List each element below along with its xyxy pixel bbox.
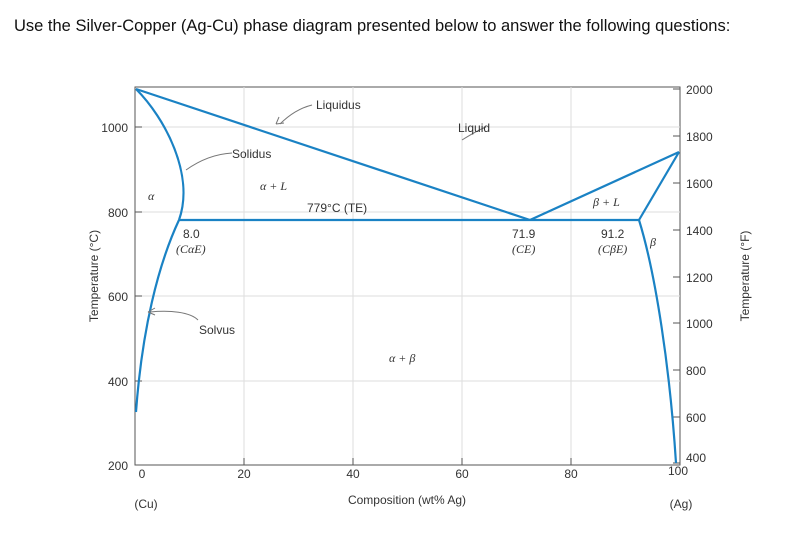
left-axis-title: Temperature (°C) (87, 230, 101, 322)
beta-plus-liquid-label: β + L (592, 195, 620, 209)
right-tick-1000: 1000 (686, 317, 713, 331)
bottom-tick-20: 20 (237, 467, 251, 481)
solvus-alpha (134, 219, 180, 413)
cu-end-label: (Cu) (134, 497, 157, 511)
c-alpha-e-value: 8.0 (183, 227, 200, 241)
solvus-beta (637, 219, 678, 464)
solidus-beta (638, 151, 680, 221)
gridlines (135, 87, 680, 465)
solvus-label: Solvus (199, 323, 235, 337)
liquidus-line-left (135, 87, 531, 222)
liquid-leader (461, 126, 487, 141)
alpha-region-label: α (148, 189, 155, 203)
bottom-tick-80: 80 (564, 467, 578, 481)
solvus-leader (149, 310, 199, 321)
alpha-plus-beta-label: α + β (389, 351, 415, 365)
ag-end-label: (Ag) (670, 497, 693, 511)
solidus-label: Solidus (232, 147, 271, 161)
liquidus-leader (279, 104, 313, 125)
bottom-tick-marks (243, 458, 572, 465)
beta-region-label: β (649, 235, 656, 249)
right-tick-400: 400 (686, 451, 706, 465)
c-e-value: 71.9 (512, 227, 536, 241)
bottom-tick-40: 40 (346, 467, 360, 481)
solidus-leader (185, 152, 233, 171)
left-tick-marks (135, 126, 142, 466)
plot-frame (134, 86, 681, 466)
liquidus-line-right (529, 150, 680, 222)
phase-boundaries (134, 87, 680, 464)
bottom-tick-60: 60 (455, 467, 469, 481)
x-axis-title: Composition (wt% Ag) (348, 493, 466, 507)
right-tick-1800: 1800 (686, 130, 713, 144)
leader-lines (147, 104, 487, 321)
left-tick-800: 800 (108, 206, 128, 220)
c-alpha-e-name: (CαE) (176, 242, 206, 256)
eutectic-temperature-label: 779°C (TE) (307, 201, 367, 215)
bottom-tick-100: 100 (668, 464, 688, 478)
liquidus-leader-arrow (275, 116, 285, 125)
right-tick-800: 800 (686, 364, 706, 378)
solidus-alpha (135, 88, 185, 221)
right-tick-marks (673, 88, 680, 464)
c-beta-e-value: 91.2 (601, 227, 625, 241)
left-tick-1000: 1000 (101, 121, 128, 135)
alpha-plus-liquid-label: α + L (260, 179, 287, 193)
question-heading: Use the Silver-Copper (Ag-Cu) phase diag… (14, 17, 731, 35)
right-tick-2000: 2000 (686, 83, 713, 97)
bottom-tick-0: 0 (139, 467, 146, 481)
left-tick-600: 600 (108, 290, 128, 304)
left-tick-400: 400 (108, 375, 128, 389)
right-tick-600: 600 (686, 411, 706, 425)
solvus-leader-arrow (147, 307, 156, 316)
liquidus-label: Liquidus (316, 98, 361, 112)
right-tick-1600: 1600 (686, 177, 713, 191)
c-e-name: (CE) (512, 242, 535, 256)
c-beta-e-name: (CβE) (598, 242, 627, 256)
left-tick-200: 200 (108, 459, 128, 473)
right-axis-title: Temperature (°F) (738, 231, 752, 322)
right-tick-1400: 1400 (686, 224, 713, 238)
right-tick-1200: 1200 (686, 271, 713, 285)
liquid-label: Liquid (458, 121, 490, 135)
